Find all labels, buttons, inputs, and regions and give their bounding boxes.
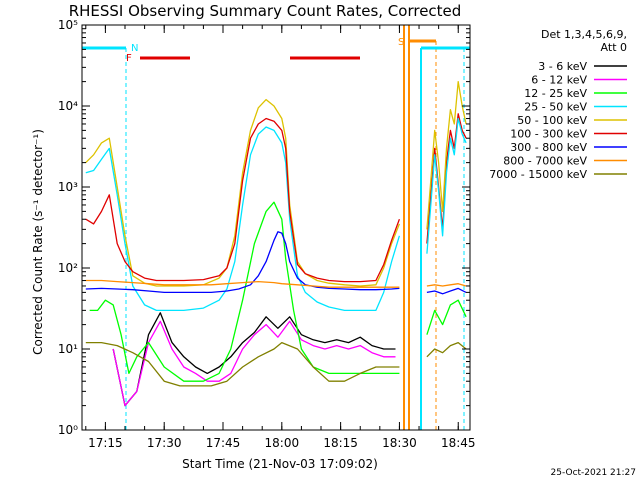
- legend-entry-label: 6 - 12 keV: [531, 74, 587, 87]
- series-line-0: [112, 312, 396, 407]
- footer-timestamp: 25-Oct-2021 21:27: [551, 468, 636, 478]
- x-tick-label: 17:30: [147, 436, 182, 450]
- series-line-12: [426, 283, 467, 287]
- legend-entry-label: 800 - 7000 keV: [503, 155, 587, 168]
- chart-title: RHESSI Observing Summary Count Rates, Co…: [69, 2, 462, 20]
- series-line-4: [85, 98, 401, 287]
- series-line-6: [85, 231, 400, 294]
- series-line-1: [112, 320, 396, 407]
- legend-subtitle: Att 0: [601, 41, 627, 54]
- legend-title: Det 1,3,4,5,6,9,: [541, 28, 627, 41]
- x-tick-label: 18:30: [382, 436, 417, 450]
- flag-label-n: N: [131, 43, 138, 54]
- x-axis-label: Start Time (21-Nov-03 17:09:02): [182, 457, 378, 471]
- y-tick-label: 10⁵: [58, 18, 78, 32]
- y-tick-label: 10⁴: [58, 99, 78, 113]
- series-line-13: [426, 287, 467, 295]
- legend-entry-label: 7000 - 15000 keV: [489, 168, 587, 181]
- legend-entry-label: 100 - 300 keV: [510, 128, 587, 141]
- series-line-3: [85, 126, 401, 312]
- y-tick-label: 10⁰: [58, 423, 78, 437]
- plot-border: [81, 24, 471, 431]
- series-line-14: [426, 299, 467, 335]
- series-line-8: [85, 341, 400, 387]
- series-layer: [85, 80, 467, 407]
- legend-entry-label: 25 - 50 keV: [524, 101, 587, 114]
- legend-entry-label: 3 - 6 keV: [538, 60, 587, 73]
- y-tick-label: 10³: [58, 180, 78, 194]
- y-tick-label: 10¹: [58, 342, 78, 356]
- legend-entry-label: 300 - 800 keV: [510, 141, 587, 154]
- series-line-10: [426, 80, 467, 230]
- series-line-2: [89, 201, 400, 382]
- flag-label-s: S: [398, 37, 404, 48]
- x-tick-label: 18:15: [323, 436, 358, 450]
- series-line-7: [85, 279, 400, 288]
- plot-frame: 10⁰ 10¹ 10² 10³ 10⁴ 10⁵ 17:15 17:30 17:45 18:00 18…: [58, 18, 476, 450]
- x-tick-label: 18:00: [265, 436, 300, 450]
- y-tick-label: 10²: [58, 261, 78, 275]
- x-tick-label: 17:15: [88, 436, 123, 450]
- series-line-15: [426, 341, 467, 358]
- x-tick-label: 18:45: [441, 436, 476, 450]
- x-tick-label: 17:45: [206, 436, 241, 450]
- series-line-5: [85, 117, 401, 283]
- legend-entry-label: 12 - 25 keV: [524, 87, 587, 100]
- flag-label-f: F: [126, 53, 132, 64]
- series-line-11: [426, 117, 467, 254]
- legend-entry-label: 50 - 100 keV: [517, 114, 587, 127]
- y-axis-label: Corrected Count Rate (s⁻¹ detector⁻¹): [31, 129, 45, 355]
